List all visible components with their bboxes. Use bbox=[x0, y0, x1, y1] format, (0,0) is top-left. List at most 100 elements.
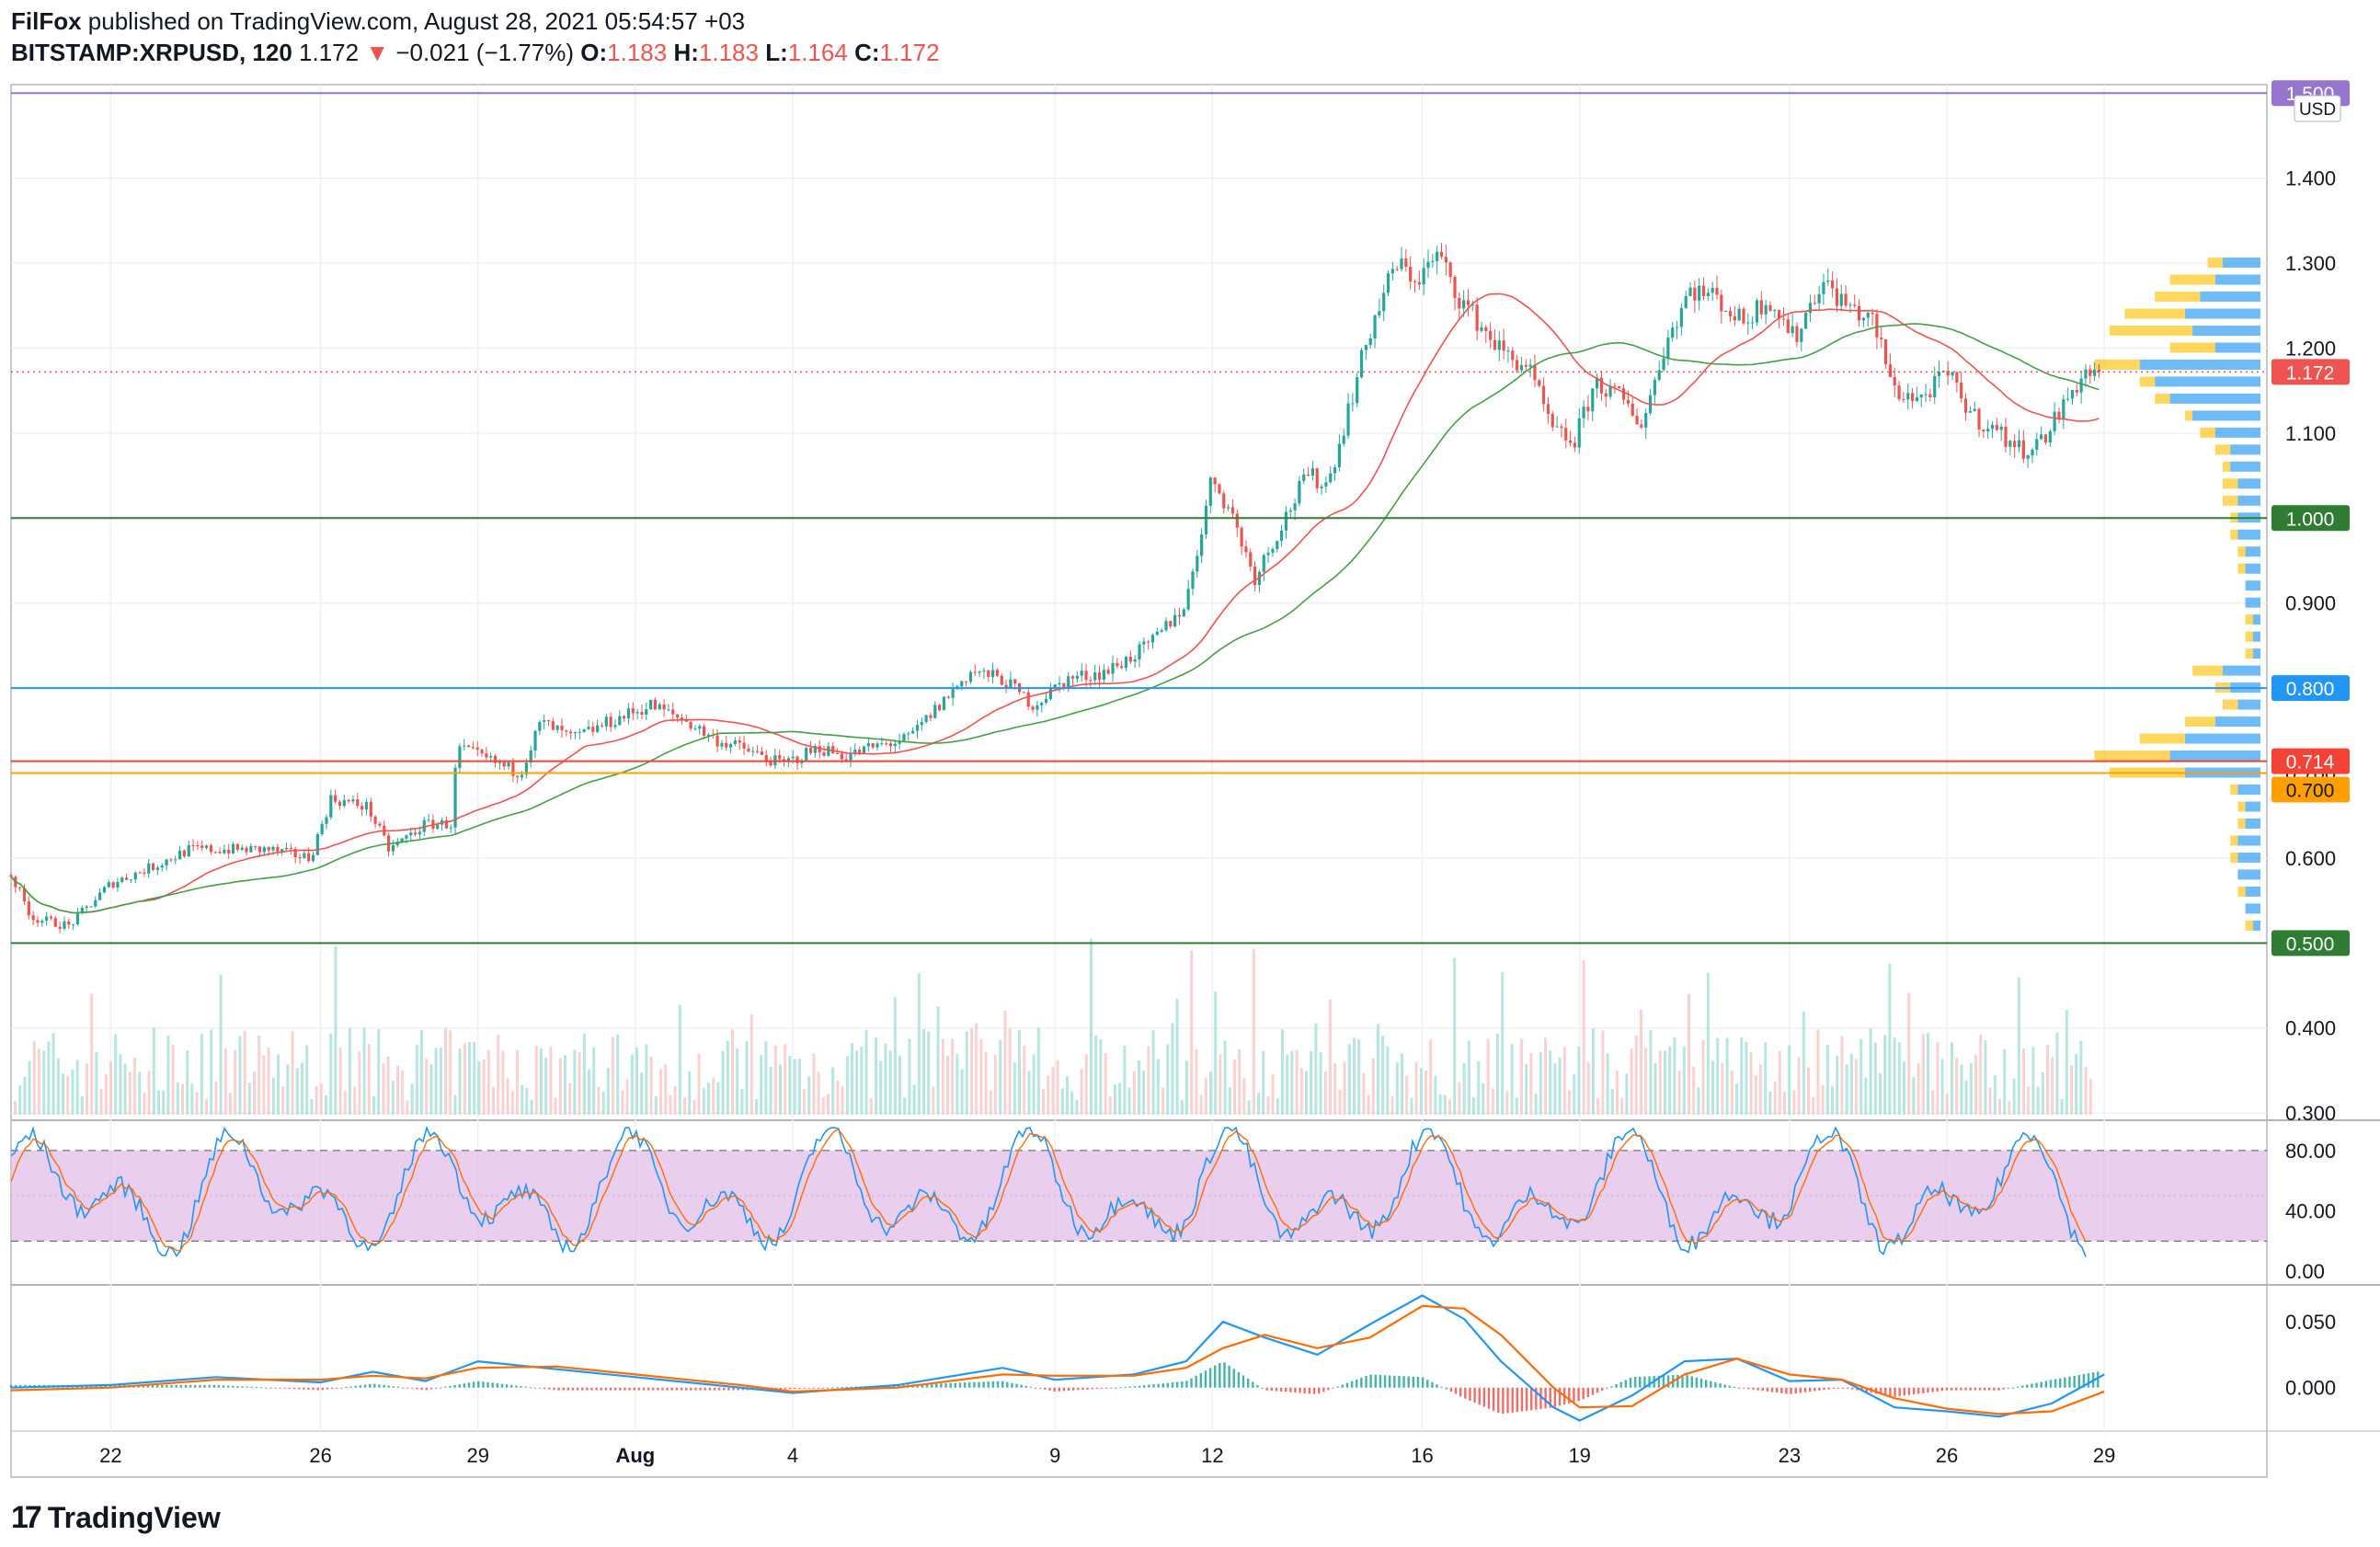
macd-histogram-bar bbox=[1104, 1387, 1108, 1389]
candle-body bbox=[351, 799, 355, 802]
candle-body bbox=[1048, 687, 1052, 700]
macd-histogram-bar bbox=[566, 1387, 570, 1391]
macd-histogram-bar bbox=[741, 1387, 744, 1391]
macd-histogram-bar bbox=[321, 1387, 325, 1391]
publisher-name[interactable]: FilFox bbox=[11, 7, 82, 35]
volume-bar bbox=[1825, 1044, 1829, 1115]
candle-body bbox=[623, 716, 626, 719]
volume-bar bbox=[1099, 1038, 1103, 1115]
volume-bar bbox=[1840, 1036, 1844, 1115]
low-label: L: bbox=[765, 39, 788, 66]
volume-bar bbox=[186, 1049, 189, 1115]
x-tick-label: 26 bbox=[1936, 1444, 1958, 1467]
volume-bar bbox=[353, 1086, 357, 1115]
macd-histogram-bar bbox=[515, 1385, 518, 1388]
volume-bar bbox=[2088, 1079, 2092, 1115]
volume-bar bbox=[851, 1043, 853, 1115]
candle-body bbox=[1999, 426, 2003, 430]
candle-body bbox=[1800, 328, 1803, 342]
brand-name[interactable]: TradingView bbox=[47, 1500, 221, 1534]
volume-bar bbox=[740, 1088, 744, 1115]
macd-histogram-bar bbox=[925, 1383, 929, 1388]
moving-average-short bbox=[10, 292, 2100, 914]
macd-histogram-bar bbox=[1431, 1381, 1434, 1388]
candle-body bbox=[1093, 672, 1097, 681]
macd-histogram-bar bbox=[600, 1387, 602, 1391]
macd-histogram-bar bbox=[1241, 1375, 1245, 1388]
macd-histogram-bar bbox=[1988, 1387, 1991, 1391]
macd-histogram-bar bbox=[982, 1381, 985, 1388]
volume-bar bbox=[731, 1029, 734, 1115]
macd-histogram-bar bbox=[1846, 1387, 1849, 1389]
volume-bar bbox=[463, 1043, 466, 1115]
volume-bar bbox=[1549, 1050, 1552, 1115]
level-tag-label: 0.714 bbox=[2286, 752, 2335, 774]
volume-bar bbox=[1066, 1076, 1069, 1115]
macd-histogram-bar bbox=[845, 1386, 848, 1388]
macd-histogram-bar bbox=[1827, 1387, 1830, 1390]
volume-bar bbox=[267, 1047, 270, 1115]
macd-histogram-bar bbox=[1148, 1384, 1150, 1388]
candle-body bbox=[2017, 440, 2021, 448]
candle-body bbox=[27, 901, 30, 916]
macd-histogram-bar bbox=[241, 1386, 244, 1388]
macd-histogram-bar bbox=[1728, 1385, 1732, 1388]
volume-bar bbox=[319, 1083, 323, 1115]
macd-histogram-bar bbox=[694, 1387, 697, 1391]
volume-bar bbox=[310, 1098, 314, 1115]
candle-body bbox=[1706, 292, 1710, 297]
candle-body bbox=[315, 834, 319, 855]
candle-body bbox=[1227, 507, 1230, 509]
volume-bar bbox=[349, 1027, 351, 1115]
volume-bar bbox=[1711, 1060, 1714, 1115]
volume-bar bbox=[621, 1090, 624, 1115]
macd-histogram-bar bbox=[1832, 1387, 1835, 1389]
macd-histogram-bar bbox=[1511, 1387, 1514, 1413]
macd-histogram-bar bbox=[1071, 1387, 1075, 1391]
volume-bar bbox=[1343, 1061, 1346, 1115]
volume-bar bbox=[635, 1047, 638, 1115]
volume-bar bbox=[2003, 1049, 2007, 1115]
volume-bar bbox=[367, 1044, 371, 1115]
candle-body bbox=[1439, 251, 1444, 258]
candle-body bbox=[742, 742, 746, 749]
volume-profile-bar-down bbox=[2230, 835, 2238, 846]
symbol-label[interactable]: BITSTAMP:XRPUSD, 120 bbox=[11, 39, 292, 66]
candle-body bbox=[813, 746, 817, 753]
volume-bar bbox=[645, 1044, 648, 1115]
volume-bar bbox=[1788, 1045, 1791, 1115]
candle-body bbox=[1621, 388, 1626, 400]
candle-body bbox=[1368, 338, 1372, 345]
candle-body bbox=[1080, 670, 1083, 676]
macd-histogram-bar bbox=[354, 1385, 357, 1388]
volume-bar bbox=[697, 1053, 701, 1115]
published-text: published on TradingView.com, August 28,… bbox=[87, 7, 746, 35]
open-label: O: bbox=[580, 39, 608, 66]
volume-profile-bar-down bbox=[2155, 393, 2170, 404]
volume-bar bbox=[171, 1045, 175, 1115]
volume-bar bbox=[1299, 1068, 1303, 1115]
macd-histogram-bar bbox=[1246, 1378, 1250, 1388]
volume-bar bbox=[984, 1051, 988, 1115]
candle-body bbox=[1235, 513, 1239, 528]
candle-body bbox=[107, 882, 110, 888]
macd-histogram-bar bbox=[269, 1387, 272, 1389]
candle-body bbox=[75, 911, 80, 925]
macd-histogram-bar bbox=[491, 1382, 494, 1388]
macd-histogram-bar bbox=[1252, 1381, 1254, 1388]
volume-bar bbox=[573, 1049, 577, 1115]
candle-body bbox=[1653, 379, 1656, 395]
macd-histogram-bar bbox=[2054, 1379, 2057, 1388]
macd-histogram-bar bbox=[1558, 1387, 1562, 1406]
volume-bar bbox=[1845, 1064, 1848, 1115]
candle-body bbox=[653, 700, 658, 710]
candle-body bbox=[902, 734, 906, 741]
volume-bar bbox=[1544, 1037, 1547, 1115]
macd-histogram-bar bbox=[717, 1387, 721, 1391]
macd-histogram-bar bbox=[2044, 1381, 2048, 1388]
candle-body bbox=[1546, 404, 1550, 415]
macd-histogram-bar bbox=[411, 1387, 414, 1389]
macd-histogram-bar bbox=[226, 1385, 230, 1388]
volume-bar bbox=[510, 1091, 514, 1115]
